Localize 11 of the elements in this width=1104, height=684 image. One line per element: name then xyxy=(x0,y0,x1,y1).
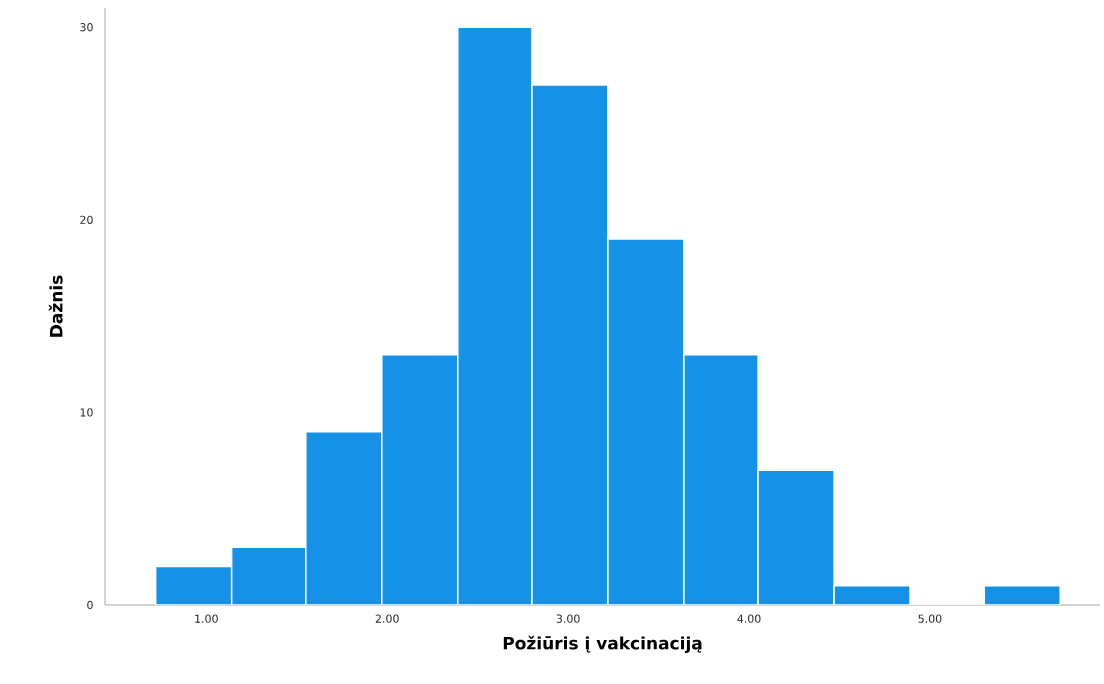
y-tick-label: 20 xyxy=(80,215,93,224)
x-tick-label: 3.00 xyxy=(556,614,580,623)
x-axis-title: Požiūris į vakcinaciją xyxy=(503,635,702,653)
y-axis-title: Dažnis xyxy=(48,275,63,337)
x-tick-label: 4.00 xyxy=(737,614,761,623)
y-tick-label: 10 xyxy=(80,408,93,417)
y-tick-label: 0 xyxy=(87,600,93,610)
x-tick-label: 2.00 xyxy=(375,614,399,623)
x-tick-label: 5.00 xyxy=(918,614,942,623)
y-tick-label: 30 xyxy=(80,23,93,32)
x-tick-label: 1.00 xyxy=(195,614,218,623)
